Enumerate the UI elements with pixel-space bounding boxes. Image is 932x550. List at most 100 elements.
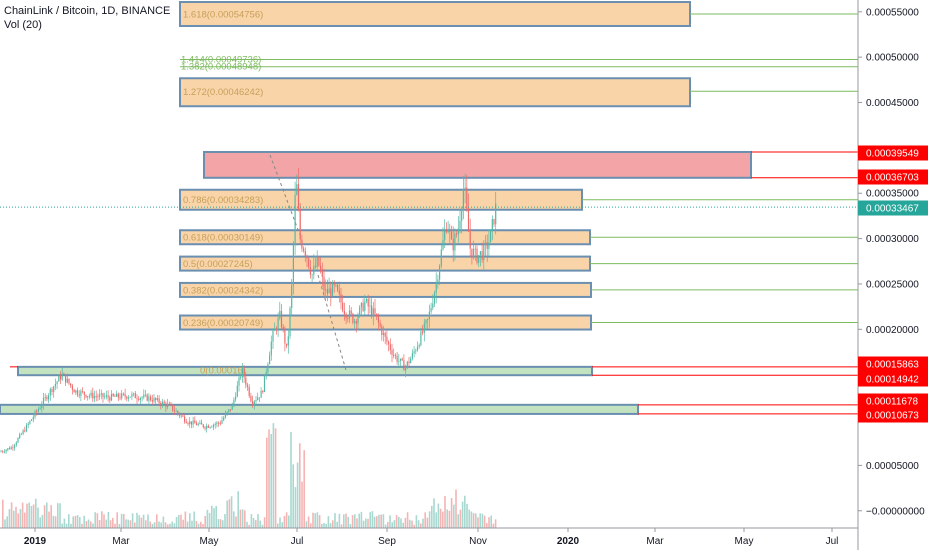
volume-bar — [167, 524, 169, 528]
volume-bar — [57, 503, 59, 528]
price-tag-label: 0.00033467 — [866, 204, 919, 215]
candle-body — [427, 318, 429, 321]
y-tick-label: 0.00025000 — [866, 279, 919, 290]
volume-bar — [8, 509, 11, 528]
volume-bar — [248, 524, 250, 528]
candle-body — [449, 230, 451, 232]
volume-bar — [369, 512, 371, 528]
candle-body — [263, 375, 266, 393]
candle-body — [127, 397, 130, 399]
price-tag-label: 0.00015863 — [866, 360, 919, 371]
candle-body — [321, 271, 323, 277]
candle-body — [428, 311, 430, 319]
candle-body — [49, 389, 51, 396]
candle-body — [161, 401, 164, 406]
y-tick-label: 0.00050000 — [866, 53, 919, 64]
volume-bar — [486, 523, 488, 528]
volume-bar — [268, 429, 270, 528]
x-tick-label: Sep — [378, 536, 396, 547]
candle-body — [282, 327, 284, 330]
candle-body — [207, 425, 209, 428]
volume-bar — [415, 515, 418, 528]
candle-body — [194, 420, 196, 424]
candle-body — [359, 307, 361, 317]
volume-bar — [222, 520, 224, 528]
volume-bar — [17, 513, 19, 528]
candle-body — [379, 322, 381, 327]
volume-bar — [230, 496, 233, 528]
volume-bar — [43, 505, 46, 528]
candle-body — [167, 403, 169, 408]
candle-body — [102, 393, 104, 398]
volume-bar — [435, 512, 437, 528]
volume-bar — [105, 519, 107, 528]
volume-bar — [244, 510, 246, 528]
volume-bar — [285, 512, 288, 528]
candle-body — [328, 288, 330, 294]
volume-bar — [186, 521, 189, 528]
volume-bar — [296, 462, 299, 528]
volume-bar — [178, 515, 180, 528]
candle-body — [445, 230, 447, 232]
candle-body — [214, 424, 216, 425]
candle-body — [382, 332, 385, 336]
candle-body — [44, 396, 46, 399]
volume-bar — [483, 515, 486, 528]
red-zone — [203, 150, 752, 179]
candle-body — [112, 393, 114, 396]
y-tick-label: 0.00030000 — [866, 234, 919, 245]
candle-body — [46, 396, 48, 400]
volume-bar — [301, 481, 303, 528]
candle-body — [286, 343, 288, 346]
candle-body — [398, 360, 400, 362]
volume-bar — [101, 511, 103, 528]
candle-body — [476, 248, 478, 263]
volume-bar — [107, 511, 110, 528]
candle-body — [461, 210, 463, 221]
zones — [0, 150, 858, 415]
volume-bar — [442, 511, 444, 528]
candle-body — [156, 398, 158, 401]
volume-bar — [255, 520, 257, 528]
volume-bar — [208, 512, 211, 528]
volume-bar — [87, 519, 90, 528]
volume-bar — [239, 509, 242, 528]
candle-body — [325, 289, 327, 291]
candle-body — [0, 451, 2, 453]
volume-bar — [281, 522, 283, 528]
volume-bar — [327, 516, 330, 528]
candle-body — [301, 239, 303, 249]
candle-body — [272, 330, 274, 342]
price-tag-label: 0.00010673 — [866, 411, 919, 422]
volume-bar — [136, 512, 138, 528]
candle-body — [311, 274, 313, 276]
candle-body — [323, 276, 325, 291]
volume-bar — [488, 517, 490, 528]
volume-bar — [149, 521, 151, 528]
candle-body — [54, 383, 56, 387]
price-tag — [858, 356, 928, 372]
price-tag — [858, 371, 928, 387]
volume-bar — [470, 511, 473, 528]
volume-bar — [362, 520, 365, 528]
volume-bar — [453, 504, 455, 528]
candle-body — [250, 395, 252, 402]
candle-body — [342, 302, 344, 311]
candle-body — [131, 394, 133, 397]
volume-bar — [52, 515, 55, 528]
volume-bar — [398, 516, 400, 528]
candle-body — [51, 389, 53, 392]
candle-body — [141, 397, 143, 399]
candle-body — [144, 394, 147, 396]
volume-bar — [492, 523, 495, 528]
candle-body — [143, 394, 145, 398]
candle-body — [59, 375, 62, 380]
volume-bar — [340, 524, 343, 528]
volume-bar — [191, 520, 193, 528]
volume-bar — [455, 489, 457, 528]
volume-bar — [32, 504, 35, 528]
volume-bar — [211, 505, 213, 528]
candle-body — [158, 398, 160, 404]
volume-bar — [147, 514, 149, 528]
